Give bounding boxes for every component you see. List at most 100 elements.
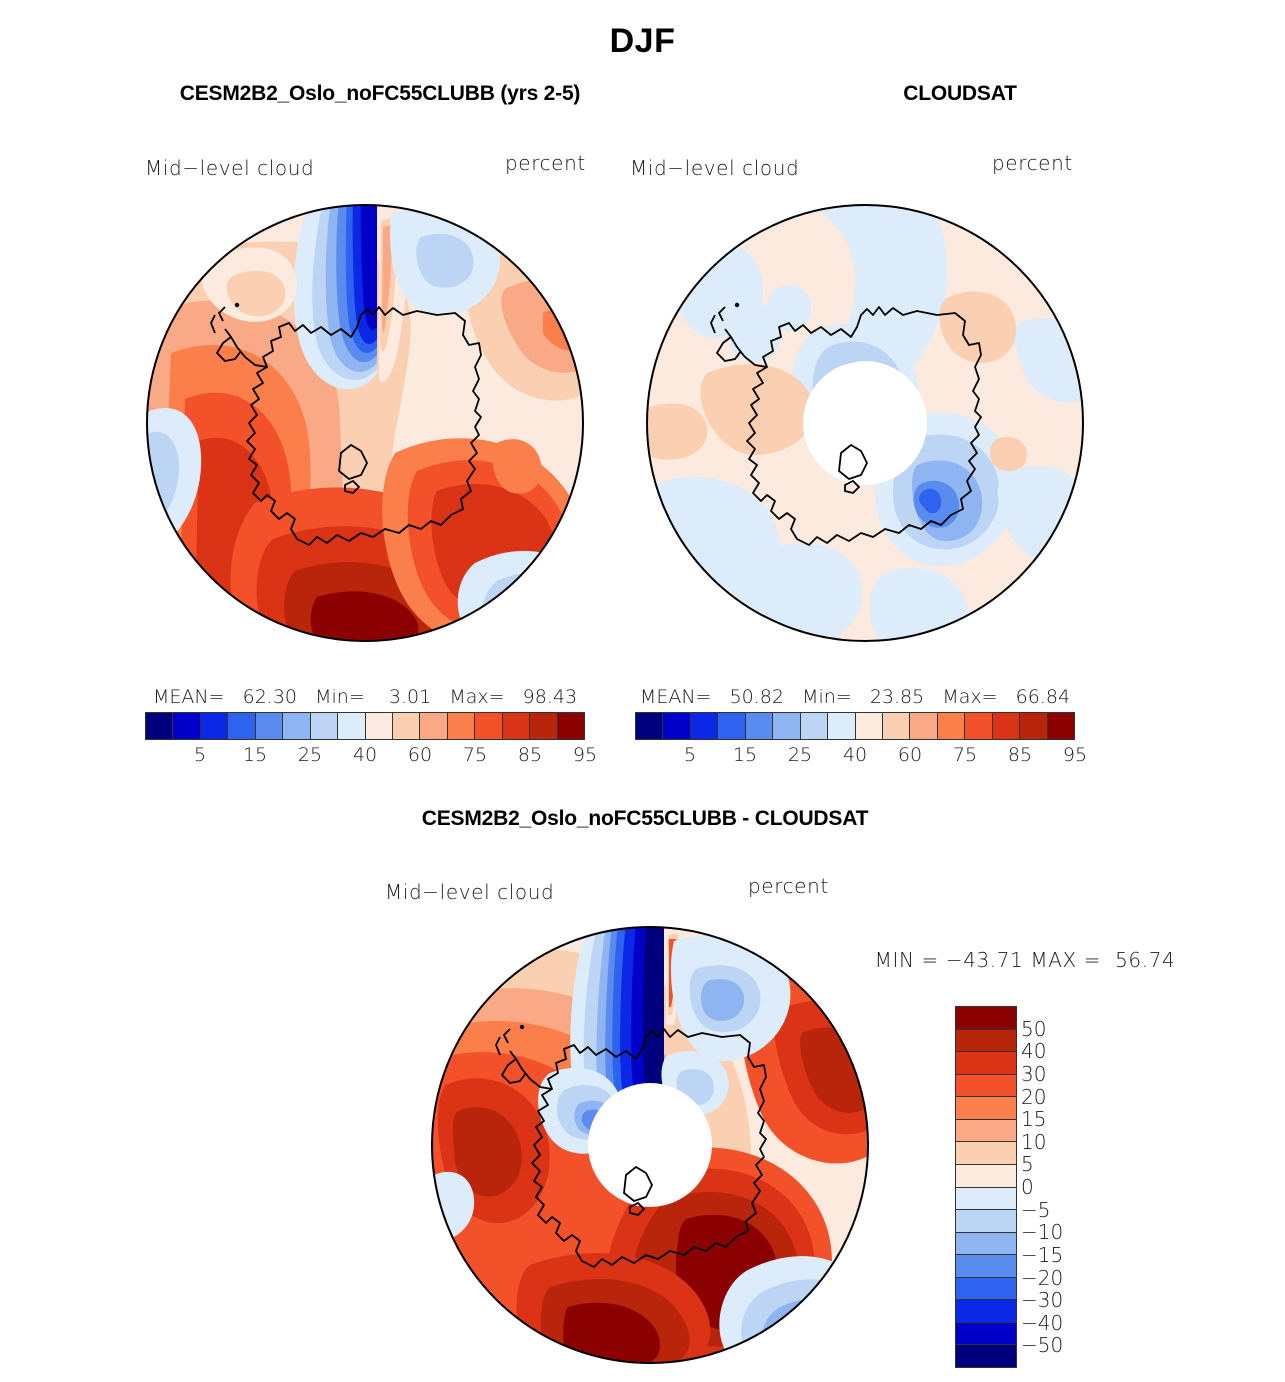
- difference-variable-label: Mid−level cloud: [385, 880, 555, 904]
- colorbar-difference-cell: [956, 1300, 1016, 1323]
- colorbar-difference-tick: −40: [1021, 1310, 1064, 1335]
- colorbar-difference-tick: −10: [1021, 1220, 1064, 1245]
- panel-title-difference: CESM2B2_Oslo_noFC55CLUBB - CLOUDSAT: [421, 807, 869, 830]
- colorbar-obs-cell: [745, 713, 774, 739]
- colorbar-model-cell: [146, 713, 174, 739]
- colorbar-obs-cell: [1020, 713, 1048, 739]
- colorbar-difference-tick: −50: [1021, 1333, 1064, 1358]
- colorbar-model-cell: [502, 713, 531, 739]
- colorbar-difference-cell: [956, 1052, 1016, 1075]
- colorbar-difference-cell: [956, 1164, 1016, 1188]
- colorbar-obs-tick: 40: [842, 744, 868, 766]
- colorbar-model-ticks: 5 15 25 40 60 75 85 95: [145, 740, 597, 770]
- colorbar-model-cell: [530, 713, 558, 739]
- colorbar-obs-tick: 5: [683, 744, 697, 766]
- polar-map-model: [145, 203, 585, 643]
- colorbar-model-cell: [200, 713, 229, 739]
- colorbar-model-cell: [173, 713, 201, 739]
- polar-map-obs: [645, 203, 1085, 643]
- colorbar-model-tick: 75: [462, 744, 488, 766]
- colorbar-model-cell: [338, 713, 366, 739]
- difference-units-label: percent: [748, 874, 829, 898]
- panel-title-obs: CLOUDSAT: [903, 82, 1017, 105]
- colorbar-model-cell: [392, 713, 421, 739]
- colorbar-obs-cell: [800, 713, 829, 739]
- colorbar-obs-tick: 60: [897, 744, 923, 766]
- obs-stats: MEAN= 50.82 Min= 23.85 Max= 66.84: [639, 686, 1071, 708]
- colorbar-obs-tick: 75: [952, 744, 978, 766]
- colorbar-obs-cell: [1047, 713, 1074, 739]
- colorbar-difference-strip: [955, 1006, 1017, 1368]
- colorbar-model-tick: 15: [242, 744, 268, 766]
- colorbar-obs-cell: [910, 713, 938, 739]
- colorbar-difference-tick: −15: [1021, 1242, 1064, 1267]
- colorbar-model-cell: [255, 713, 284, 739]
- colorbar-obs-cell: [690, 713, 719, 739]
- colorbar-model-cell: [228, 713, 256, 739]
- colorbar-obs-cell: [855, 713, 883, 739]
- colorbar-model-tick: 60: [407, 744, 433, 766]
- model-units-label: percent: [505, 151, 586, 175]
- colorbar-model-cell: [447, 713, 476, 739]
- colorbar-model-cell: [283, 713, 311, 739]
- colorbar-difference-tick: 20: [1021, 1084, 1047, 1109]
- colorbar-difference-tick: −20: [1021, 1265, 1064, 1290]
- colorbar-obs-cell: [828, 713, 856, 739]
- colorbar-difference-cell: [956, 1142, 1016, 1165]
- colorbar-model-cell: [475, 713, 503, 739]
- colorbar-obs-cell: [663, 713, 691, 739]
- colorbar-model-tick: 85: [517, 744, 543, 766]
- colorbar-obs-cell: [965, 713, 993, 739]
- colorbar-difference-cell: [956, 1074, 1016, 1098]
- colorbar-model-strip: [145, 712, 585, 740]
- colorbar-model-cell: [365, 713, 393, 739]
- colorbar-difference-cell: [956, 1255, 1016, 1278]
- colorbar-obs-cell: [636, 713, 664, 739]
- colorbar-obs-tick: 95: [1062, 744, 1088, 766]
- colorbar-difference: 50 40 30 20 15 10 5 0 −5 −10 −15 −20 −30 −40 −50: [955, 1006, 1063, 1368]
- colorbar-difference-cell: [956, 1097, 1016, 1120]
- obs-units-label: percent: [992, 151, 1073, 175]
- obs-variable-label: Mid−level cloud: [630, 156, 800, 180]
- model-stats: MEAN= 62.30 Min= 3.01 Max= 98.43: [152, 686, 578, 708]
- colorbar-model-tick: 95: [572, 744, 598, 766]
- colorbar-difference-cell: [956, 1232, 1016, 1256]
- colorbar-model: 5 15 25 40 60 75 85 95: [145, 712, 597, 770]
- colorbar-difference-tick: 5: [1021, 1152, 1034, 1177]
- colorbar-difference-cell: [956, 1029, 1016, 1053]
- colorbar-difference-tick: 0: [1021, 1175, 1034, 1199]
- colorbar-difference-cell: [956, 1119, 1016, 1143]
- model-variable-label: Mid−level cloud: [145, 156, 315, 180]
- colorbar-obs-tick: 15: [732, 744, 758, 766]
- colorbar-difference-tick: −5: [1021, 1197, 1051, 1222]
- colorbar-obs-cell: [992, 713, 1021, 739]
- colorbar-model-cell: [310, 713, 339, 739]
- panel-title-model: CESM2B2_Oslo_noFC55CLUBB (yrs 2-5): [179, 82, 581, 105]
- colorbar-model-cell: [557, 713, 584, 739]
- colorbar-obs-strip: [635, 712, 1075, 740]
- colorbar-difference-ticks: 50 40 30 20 15 10 5 0 −5 −10 −15 −20 −30 −40 −50: [1021, 1006, 1101, 1368]
- polar-map-difference: [430, 925, 870, 1365]
- colorbar-difference-cell: [956, 1345, 1016, 1367]
- colorbar-model-tick: 25: [297, 744, 323, 766]
- colorbar-difference-cell: [956, 1277, 1016, 1301]
- colorbar-difference-cell: [956, 1007, 1016, 1030]
- colorbar-difference-tick: 30: [1021, 1061, 1047, 1086]
- season-title: DJF: [609, 22, 676, 60]
- colorbar-difference-cell: [956, 1322, 1016, 1346]
- colorbar-obs-cell: [773, 713, 801, 739]
- colorbar-difference-tick: 15: [1021, 1107, 1047, 1132]
- colorbar-model-cell: [420, 713, 448, 739]
- colorbar-obs-cell: [937, 713, 966, 739]
- colorbar-difference-tick: 50: [1021, 1016, 1047, 1041]
- colorbar-difference-tick: 40: [1021, 1039, 1047, 1064]
- colorbar-obs-tick: 25: [787, 744, 813, 766]
- colorbar-difference-tick: −30: [1021, 1288, 1064, 1313]
- colorbar-model-tick: 5: [193, 744, 207, 766]
- difference-minmax: MIN = −43.71 MAX = 56.74: [874, 948, 1176, 972]
- colorbar-obs-ticks: 5 15 25 40 60 75 85 95: [635, 740, 1087, 770]
- colorbar-difference-cell: [956, 1187, 1016, 1211]
- colorbar-obs-cell: [718, 713, 746, 739]
- colorbar-model-tick: 40: [352, 744, 378, 766]
- colorbar-obs-tick: 85: [1007, 744, 1033, 766]
